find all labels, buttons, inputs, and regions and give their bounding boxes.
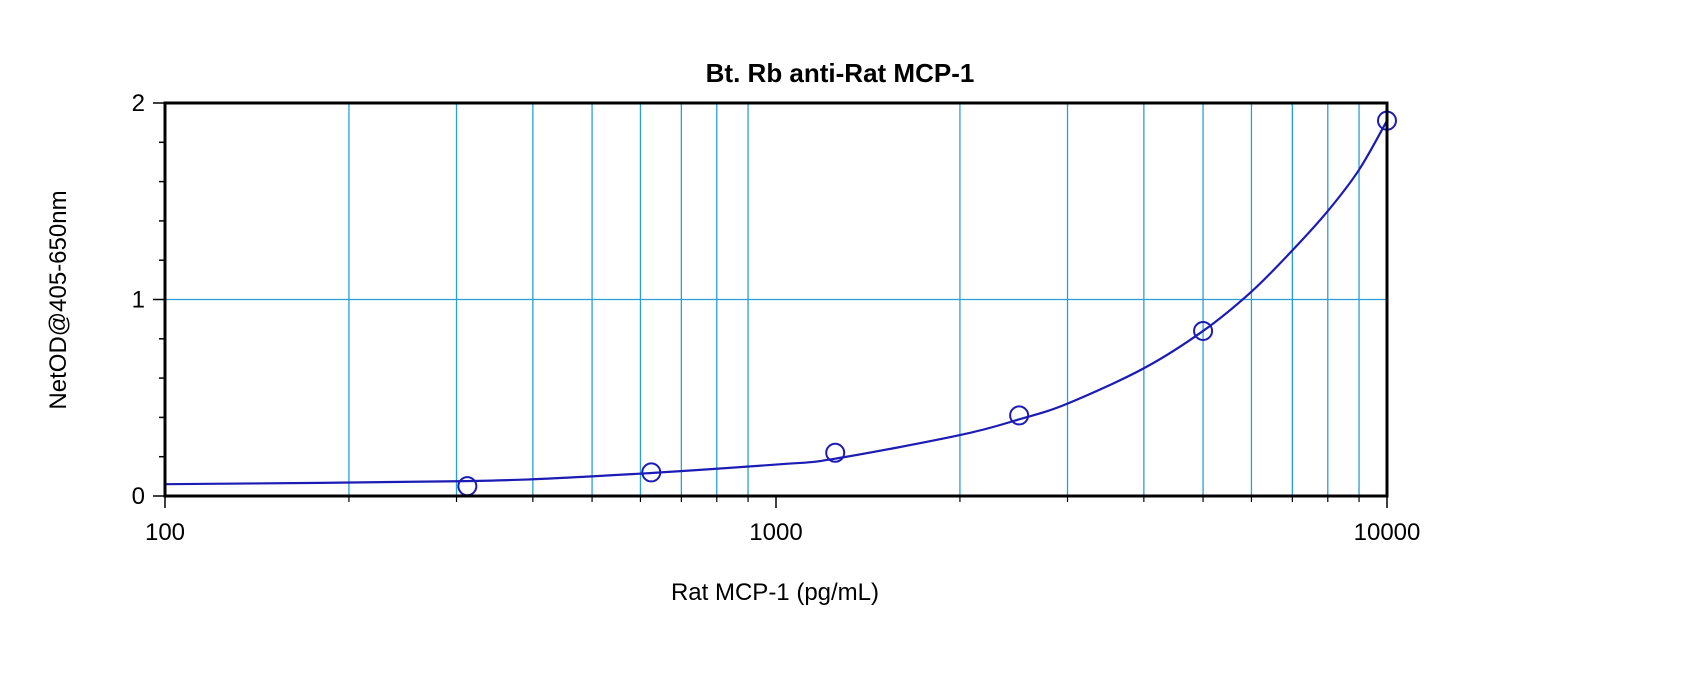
data-point	[825, 442, 846, 463]
fit-curve	[164, 120, 1388, 486]
x-tick-label: 100	[145, 519, 185, 546]
data-point	[1009, 405, 1030, 426]
x-tick-label: 10000	[1354, 519, 1421, 546]
plot-frame	[163, 101, 1389, 498]
y-tick-label: 1	[132, 287, 145, 314]
y-axis-label: NetOD@405-650nm	[45, 190, 72, 409]
y-tick-label: 0	[132, 483, 145, 510]
x-axis-label: Rat MCP-1 (pg/mL)	[671, 579, 879, 606]
gridlines	[165, 103, 1387, 496]
y-tick-label: 2	[132, 90, 145, 117]
tick-labels: 100 1000 10000 0 1 2	[132, 90, 1421, 546]
axis-ticks	[153, 102, 1388, 508]
data-point	[1193, 320, 1214, 341]
data-points	[457, 110, 1397, 497]
x-tick-label: 1000	[749, 519, 802, 546]
data-point	[457, 476, 478, 497]
chart-title: Bt. Rb anti-Rat MCP-1	[706, 58, 975, 88]
data-point	[641, 462, 662, 483]
fit-curve-group	[164, 120, 1388, 486]
